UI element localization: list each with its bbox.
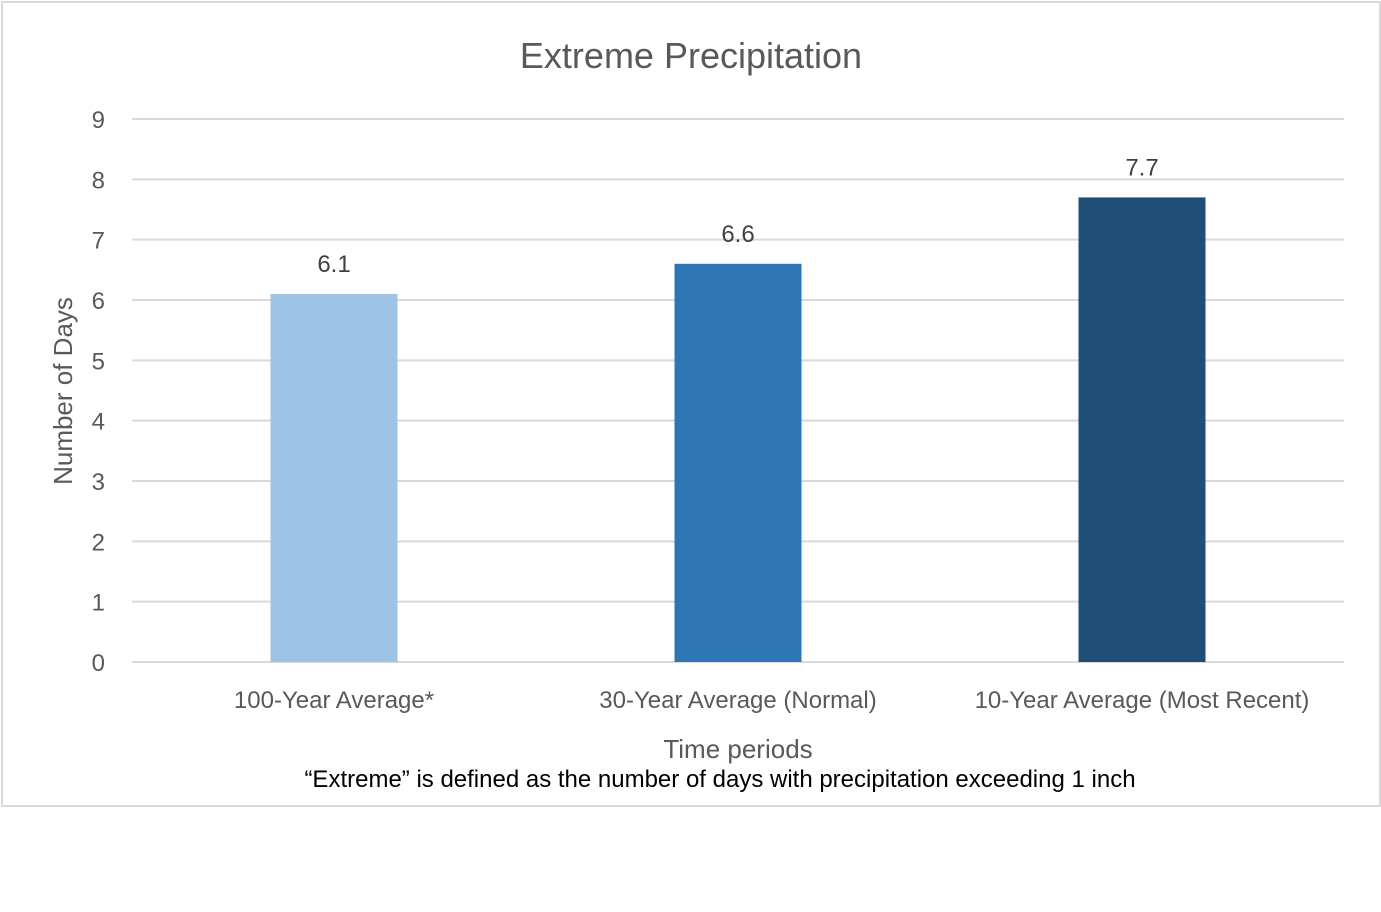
y-tick-label: 2 [92, 529, 105, 556]
x-tick-label: 10-Year Average (Most Recent) [975, 687, 1310, 714]
data-label: 6.6 [721, 221, 754, 248]
x-tick-label: 100-Year Average* [234, 687, 434, 714]
bar [1078, 197, 1206, 662]
y-tick-label: 8 [92, 167, 105, 194]
data-label: 6.1 [317, 251, 350, 278]
y-tick-label: 0 [92, 650, 105, 677]
y-tick-label: 3 [92, 469, 105, 496]
x-axis-label: Time periods [663, 734, 812, 764]
x-tick-label: 30-Year Average (Normal) [599, 687, 876, 714]
chart-title: Extreme Precipitation [520, 35, 862, 76]
footnote: “Extreme” is defined as the number of da… [304, 766, 1135, 793]
bar [674, 263, 802, 662]
y-tick-label: 9 [92, 107, 105, 134]
y-axis-label: Number of Days [48, 297, 78, 485]
bar [270, 293, 398, 662]
data-label: 7.7 [1125, 154, 1158, 181]
chart-frame [1, 1, 1381, 807]
y-tick-label: 1 [92, 590, 105, 617]
y-tick-label: 4 [92, 409, 105, 436]
y-tick-label: 5 [92, 348, 105, 375]
y-tick-label: 7 [92, 228, 105, 255]
y-tick-label: 6 [92, 288, 105, 315]
